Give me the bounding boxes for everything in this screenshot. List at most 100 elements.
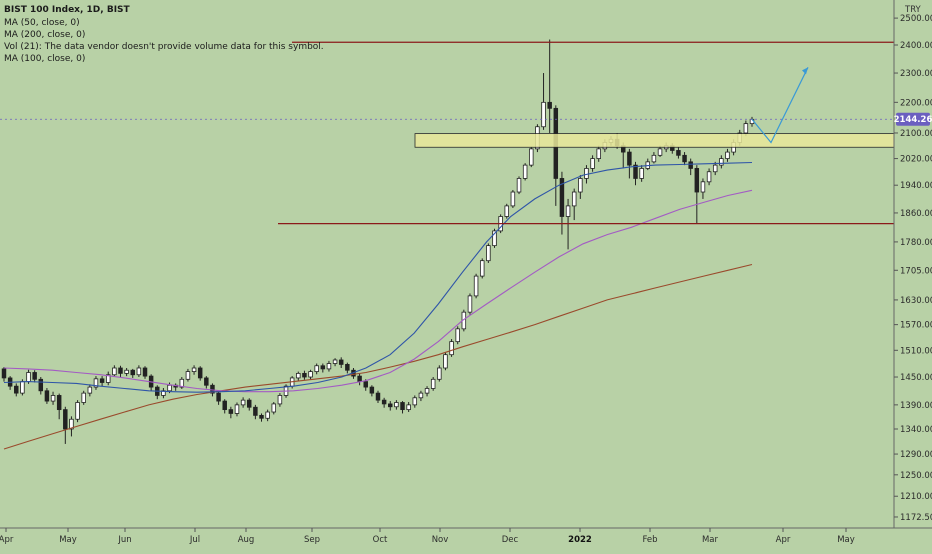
- candle[interactable]: [69, 416, 74, 437]
- candle[interactable]: [541, 73, 546, 130]
- candle-body-up: [161, 390, 166, 396]
- candle[interactable]: [197, 366, 203, 381]
- candle[interactable]: [388, 401, 393, 411]
- candle[interactable]: [700, 178, 706, 199]
- candle[interactable]: [308, 369, 313, 380]
- candle[interactable]: [455, 326, 460, 345]
- candle[interactable]: [688, 158, 693, 176]
- candle[interactable]: [216, 390, 221, 405]
- candle[interactable]: [473, 273, 479, 299]
- candle[interactable]: [443, 352, 448, 371]
- candle[interactable]: [381, 397, 387, 408]
- candle[interactable]: [185, 368, 191, 382]
- candle[interactable]: [253, 404, 258, 420]
- candle[interactable]: [99, 376, 105, 387]
- candle[interactable]: [161, 388, 166, 399]
- candle[interactable]: [326, 360, 332, 372]
- candle[interactable]: [676, 147, 681, 159]
- candle[interactable]: [112, 365, 117, 378]
- candle[interactable]: [81, 390, 86, 405]
- candle[interactable]: [191, 365, 197, 375]
- candle[interactable]: [590, 155, 595, 172]
- y-tick-label: 1340.00: [900, 425, 932, 435]
- candle-body-down: [375, 392, 381, 401]
- candle[interactable]: [130, 368, 135, 378]
- candle[interactable]: [547, 39, 552, 133]
- candle[interactable]: [259, 413, 264, 422]
- candle[interactable]: [222, 399, 227, 414]
- candle[interactable]: [240, 397, 246, 408]
- candle[interactable]: [375, 390, 381, 403]
- candle[interactable]: [430, 377, 436, 391]
- candle[interactable]: [571, 188, 577, 221]
- candle[interactable]: [234, 402, 240, 417]
- candle[interactable]: [694, 165, 700, 224]
- candle[interactable]: [400, 401, 405, 414]
- candle-body-down: [259, 414, 264, 419]
- candle[interactable]: [719, 155, 724, 169]
- candle[interactable]: [437, 365, 442, 382]
- candle[interactable]: [504, 203, 509, 219]
- candle[interactable]: [492, 228, 497, 248]
- candle[interactable]: [418, 390, 424, 402]
- candle[interactable]: [682, 152, 687, 166]
- candle[interactable]: [320, 363, 326, 373]
- candle[interactable]: [467, 293, 473, 315]
- candle[interactable]: [75, 400, 80, 423]
- candle[interactable]: [87, 384, 93, 397]
- candle[interactable]: [479, 258, 485, 279]
- candle[interactable]: [651, 152, 657, 164]
- candle[interactable]: [369, 385, 375, 397]
- candle[interactable]: [265, 409, 270, 422]
- candle[interactable]: [1, 367, 7, 382]
- candle[interactable]: [529, 146, 534, 168]
- candle[interactable]: [50, 391, 56, 405]
- candle[interactable]: [296, 371, 301, 381]
- candle[interactable]: [516, 176, 522, 195]
- price-axis[interactable]: 2500.00 2400.00 2300.00 2200.00 2100.00 2020.…: [894, 14, 932, 523]
- candle[interactable]: [725, 148, 730, 162]
- candle[interactable]: [271, 402, 277, 415]
- projection-path[interactable]: [751, 67, 809, 144]
- candle[interactable]: [406, 402, 411, 413]
- candle[interactable]: [449, 339, 454, 357]
- candle[interactable]: [44, 388, 50, 404]
- candle[interactable]: [105, 371, 111, 386]
- candle[interactable]: [633, 161, 638, 186]
- candle[interactable]: [63, 406, 68, 444]
- candle[interactable]: [38, 377, 44, 395]
- candle[interactable]: [204, 376, 209, 389]
- candle[interactable]: [118, 365, 123, 378]
- candle[interactable]: [332, 358, 338, 367]
- candle[interactable]: [578, 175, 583, 199]
- candle[interactable]: [706, 168, 712, 186]
- candle[interactable]: [277, 393, 283, 407]
- candle[interactable]: [302, 370, 307, 380]
- candle[interactable]: [394, 400, 399, 410]
- candle[interactable]: [338, 357, 344, 368]
- candle[interactable]: [596, 145, 601, 162]
- candle[interactable]: [32, 370, 37, 383]
- plot-area[interactable]: [0, 39, 895, 450]
- time-axis[interactable]: Apr May Jun Jul Aug Sep Oct Nov Dec 2022 Feb Mar Apr…: [0, 528, 855, 545]
- candle[interactable]: [627, 148, 632, 179]
- candle[interactable]: [136, 365, 142, 378]
- candle[interactable]: [424, 386, 430, 397]
- candle[interactable]: [486, 243, 491, 263]
- candle[interactable]: [14, 383, 19, 397]
- candle[interactable]: [345, 362, 350, 374]
- candle[interactable]: [228, 406, 234, 419]
- candle[interactable]: [412, 395, 418, 408]
- candle[interactable]: [56, 393, 62, 420]
- candle[interactable]: [247, 398, 252, 411]
- candle[interactable]: [510, 189, 516, 209]
- candle[interactable]: [124, 367, 129, 377]
- candle[interactable]: [142, 366, 148, 379]
- candle-body-up: [112, 367, 117, 376]
- support-zone[interactable]: [414, 133, 895, 148]
- candle[interactable]: [522, 163, 528, 181]
- candle[interactable]: [93, 376, 99, 390]
- candle[interactable]: [639, 165, 644, 182]
- candle[interactable]: [314, 363, 319, 375]
